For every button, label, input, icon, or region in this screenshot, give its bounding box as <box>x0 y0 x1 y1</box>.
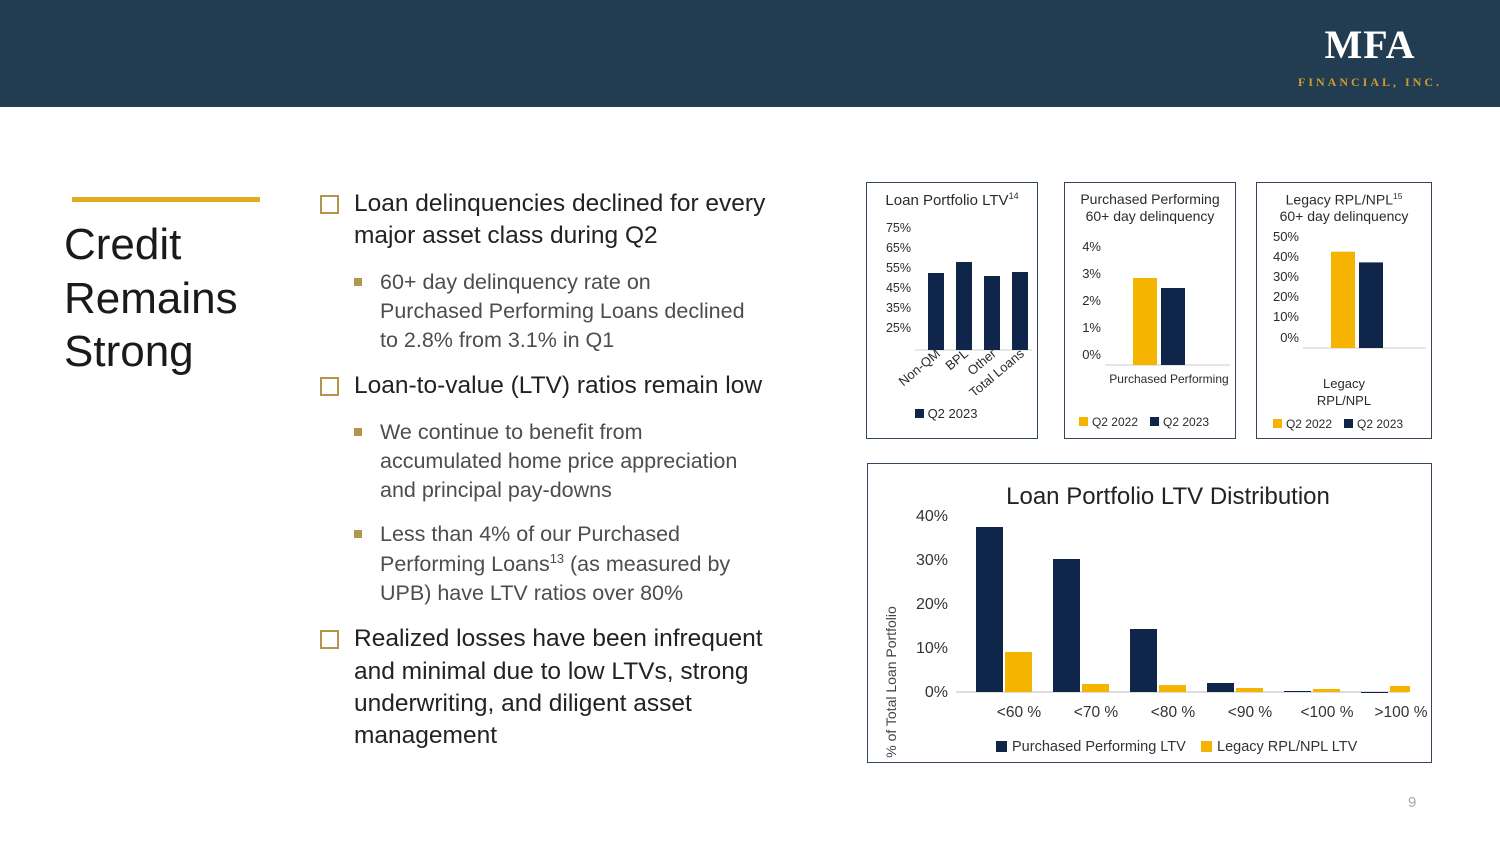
svg-text:1%: 1% <box>1082 320 1101 335</box>
svg-text:25%: 25% <box>886 321 911 335</box>
svg-text:% of Total Loan Portfolio: % of Total Loan Portfolio <box>883 606 899 758</box>
svg-text:20%: 20% <box>916 596 948 613</box>
svg-text:2%: 2% <box>1082 293 1101 308</box>
svg-text:3%: 3% <box>1082 266 1101 281</box>
svg-text:30%: 30% <box>916 552 948 569</box>
svg-text:50%: 50% <box>1273 229 1299 244</box>
svg-text:Non-QM: Non-QM <box>896 346 943 389</box>
svg-text:65%: 65% <box>886 241 911 255</box>
svg-text:20%: 20% <box>1273 289 1299 304</box>
svg-text:Legacy RPL/NPL LTV: Legacy RPL/NPL LTV <box>1217 739 1358 755</box>
svg-text:55%: 55% <box>886 261 911 275</box>
svg-text:Purchased Performing: Purchased Performing <box>1109 372 1228 386</box>
svg-text:<60 %: <60 % <box>997 704 1042 721</box>
svg-text:<80 %: <80 % <box>1151 704 1196 721</box>
svg-text:0%: 0% <box>1082 347 1101 362</box>
svg-text:0%: 0% <box>1280 330 1299 345</box>
svg-text:>100 %: >100 % <box>1374 704 1427 721</box>
svg-text:<100 %: <100 % <box>1300 704 1353 721</box>
svg-text:4%: 4% <box>1082 239 1101 254</box>
svg-text:30%: 30% <box>1273 269 1299 284</box>
svg-text:<90 %: <90 % <box>1228 704 1273 721</box>
svg-text:<70 %: <70 % <box>1074 704 1119 721</box>
svg-text:10%: 10% <box>916 640 948 657</box>
svg-text:0%: 0% <box>925 684 948 701</box>
svg-text:40%: 40% <box>916 508 948 525</box>
svg-text:75%: 75% <box>886 221 911 235</box>
svg-text:10%: 10% <box>1273 309 1299 324</box>
svg-text:Purchased Performing LTV: Purchased Performing LTV <box>1012 739 1186 755</box>
svg-text:Loan Portfolio LTV Distributio: Loan Portfolio LTV Distribution <box>1006 483 1330 510</box>
svg-text:35%: 35% <box>886 301 911 315</box>
svg-text:40%: 40% <box>1273 249 1299 264</box>
svg-text:45%: 45% <box>886 281 911 295</box>
